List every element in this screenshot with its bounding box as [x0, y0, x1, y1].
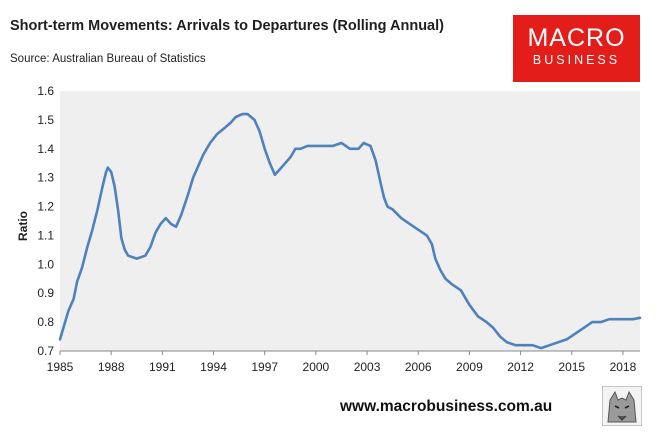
x-tick-label: 2006 [405, 360, 432, 374]
y-tick-label: 1.3 [37, 171, 54, 185]
wolf-logo-icon [602, 386, 642, 426]
logo-sub-text: BUSINESS [532, 53, 621, 67]
x-tick-label: 1997 [251, 360, 278, 374]
series-line-ratio [58, 112, 642, 350]
y-tick-label: 1.4 [37, 142, 54, 156]
x-tick-label: 1994 [200, 360, 227, 374]
x-tick-label: 2018 [610, 360, 637, 374]
x-axis-ticks: 1985 1988 1991 1994 1997 2000 2003 2006 2009 2012… [47, 351, 637, 374]
x-tick-label: 1991 [149, 360, 176, 374]
y-tick-label: 0.9 [37, 286, 54, 300]
y-tick-label: 0.7 [37, 344, 54, 358]
x-tick-label: 2015 [558, 360, 585, 374]
x-tick-label: 2000 [303, 360, 330, 374]
y-axis-label: Ratio [16, 211, 30, 241]
plot-area [60, 91, 640, 351]
y-tick-label: 1.2 [37, 200, 54, 214]
chart-title: Short-term Movements: Arrivals to Depart… [10, 18, 444, 34]
y-tick-label: 1.6 [37, 84, 54, 98]
x-tick-label: 2012 [507, 360, 534, 374]
y-tick-label: 1.1 [37, 228, 54, 242]
y-axis-ticks: 0.7 0.8 0.9 1.0 1.1 1.2 1.3 1.4 1.5 1.6 [37, 84, 54, 358]
y-tick-label: 1.5 [37, 113, 54, 127]
y-tick-label: 1.0 [37, 257, 54, 271]
x-tick-label: 2009 [456, 360, 483, 374]
x-tick-label: 1985 [47, 360, 74, 374]
logo-main-text: MACRO [527, 24, 626, 52]
x-tick-label: 1988 [98, 360, 125, 374]
macrobusiness-logo: MACRO BUSINESS [513, 15, 640, 82]
chart-source: Source: Australian Bureau of Statistics [10, 53, 206, 65]
y-tick-label: 0.8 [37, 315, 54, 329]
x-tick-label: 2003 [354, 360, 381, 374]
website-url: www.macrobusiness.com.au [340, 398, 553, 415]
